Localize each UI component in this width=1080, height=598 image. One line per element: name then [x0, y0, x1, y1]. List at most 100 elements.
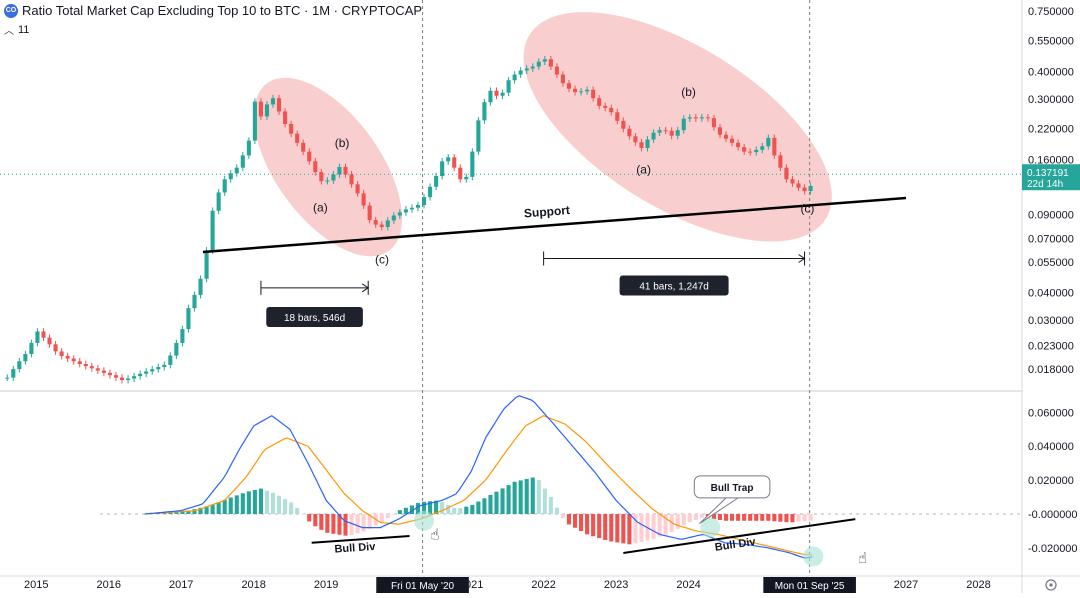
- histogram-bar: [246, 491, 251, 514]
- arrow-right-icon: [361, 283, 370, 293]
- histogram-bar: [174, 511, 179, 514]
- candle-body: [736, 142, 741, 148]
- histogram-bar: [560, 514, 565, 519]
- candle-body: [277, 98, 282, 112]
- histogram-bar: [778, 514, 783, 522]
- histogram-bar: [434, 500, 439, 514]
- last-price-tag: [1022, 164, 1080, 191]
- candle-body: [89, 366, 94, 369]
- candle-body: [675, 130, 680, 136]
- candle-body: [283, 111, 288, 124]
- candle-body: [264, 104, 270, 117]
- histogram-bar: [494, 491, 499, 514]
- histogram-bar: [385, 514, 390, 519]
- candle-body: [107, 372, 112, 376]
- histogram-bar: [482, 498, 487, 514]
- histogram-bar: [319, 514, 324, 530]
- price-tick-label: 0.750000: [1028, 6, 1074, 18]
- candle-body: [301, 142, 306, 152]
- candle-body: [512, 74, 517, 81]
- support-line: [202, 196, 907, 254]
- histogram-bar: [337, 514, 342, 535]
- callout-pointer: [699, 497, 739, 524]
- candle-body: [385, 220, 390, 227]
- highlight-circle: [803, 546, 824, 567]
- candle-body: [5, 377, 10, 379]
- candle-body: [156, 367, 161, 370]
- candle-body: [657, 130, 662, 133]
- candle-body: [35, 331, 40, 343]
- histogram-bar: [657, 514, 662, 537]
- candle-body: [132, 376, 137, 379]
- wave-label: (b): [681, 85, 696, 99]
- candle-body: [748, 151, 753, 153]
- candle-body: [337, 166, 342, 175]
- last-price-label: 0.137191: [1027, 168, 1069, 179]
- candle-body: [615, 112, 620, 121]
- highlight-circle: [414, 510, 435, 531]
- histogram-bar: [554, 507, 559, 514]
- candle-body: [125, 378, 131, 381]
- candle-body: [119, 377, 125, 381]
- histogram-bar: [210, 504, 215, 514]
- candle-body: [65, 355, 70, 359]
- histogram-bar: [379, 514, 384, 523]
- histogram-bar: [470, 504, 475, 514]
- countdown-label: 22d 14h: [1027, 179, 1063, 190]
- candle-body: [222, 179, 227, 193]
- histogram-bar: [421, 501, 427, 514]
- candle-body: [186, 308, 191, 330]
- candle-body: [192, 294, 197, 309]
- histogram-bar: [760, 514, 765, 521]
- candle-body: [446, 157, 451, 162]
- candle-body: [560, 74, 565, 84]
- price-tick-label: 0.220000: [1028, 124, 1074, 136]
- chevron-up-icon[interactable]: ︿: [4, 26, 14, 37]
- histogram-bar: [361, 514, 366, 532]
- histogram-bar: [585, 514, 590, 535]
- histogram-bar: [603, 514, 608, 540]
- histogram-bar: [748, 514, 753, 521]
- candle-body: [313, 161, 318, 173]
- candle-body: [162, 364, 167, 368]
- candle-body: [603, 105, 608, 108]
- candle-body: [699, 117, 704, 119]
- histogram-bar: [458, 508, 463, 514]
- candle-body: [391, 215, 396, 221]
- histogram-bar: [675, 514, 680, 529]
- candle-body: [669, 130, 674, 136]
- price-tick-label: 0.300000: [1028, 94, 1074, 106]
- candle-body: [566, 83, 572, 89]
- indicator-toggle[interactable]: ︿ 11: [4, 22, 422, 38]
- time-tick-label: 2022: [531, 579, 555, 591]
- candle-body: [633, 136, 638, 143]
- candle-body: [228, 173, 233, 180]
- histogram-bar: [766, 514, 771, 521]
- candle-body: [343, 166, 348, 175]
- bull-div-line: [311, 535, 410, 544]
- candle-body: [687, 117, 692, 119]
- histogram-bar: [633, 514, 638, 544]
- macd-tick-label: 0.060000: [1028, 407, 1074, 419]
- candle-body: [742, 147, 747, 152]
- histogram-bar: [591, 514, 596, 537]
- macd-line: [144, 395, 813, 559]
- histogram-bar: [651, 514, 656, 539]
- candle-body: [252, 101, 257, 141]
- candle-body: [711, 118, 717, 128]
- wave-label: (c): [800, 201, 814, 215]
- candle-body: [361, 193, 366, 206]
- chart-title[interactable]: Ratio Total Market Cap Excluding Top 10 …: [22, 3, 423, 18]
- histogram-bar: [264, 490, 270, 514]
- candle-body: [542, 59, 547, 62]
- candle-body: [476, 120, 481, 152]
- histogram-bar: [331, 514, 336, 534]
- candle-body: [428, 186, 433, 198]
- bull-trap-label: Bull Trap: [711, 483, 754, 494]
- histogram-bar: [301, 514, 306, 515]
- duration-badge: [619, 275, 729, 296]
- candle-body: [705, 117, 710, 119]
- candle-body: [373, 220, 378, 225]
- histogram-bar: [313, 514, 318, 527]
